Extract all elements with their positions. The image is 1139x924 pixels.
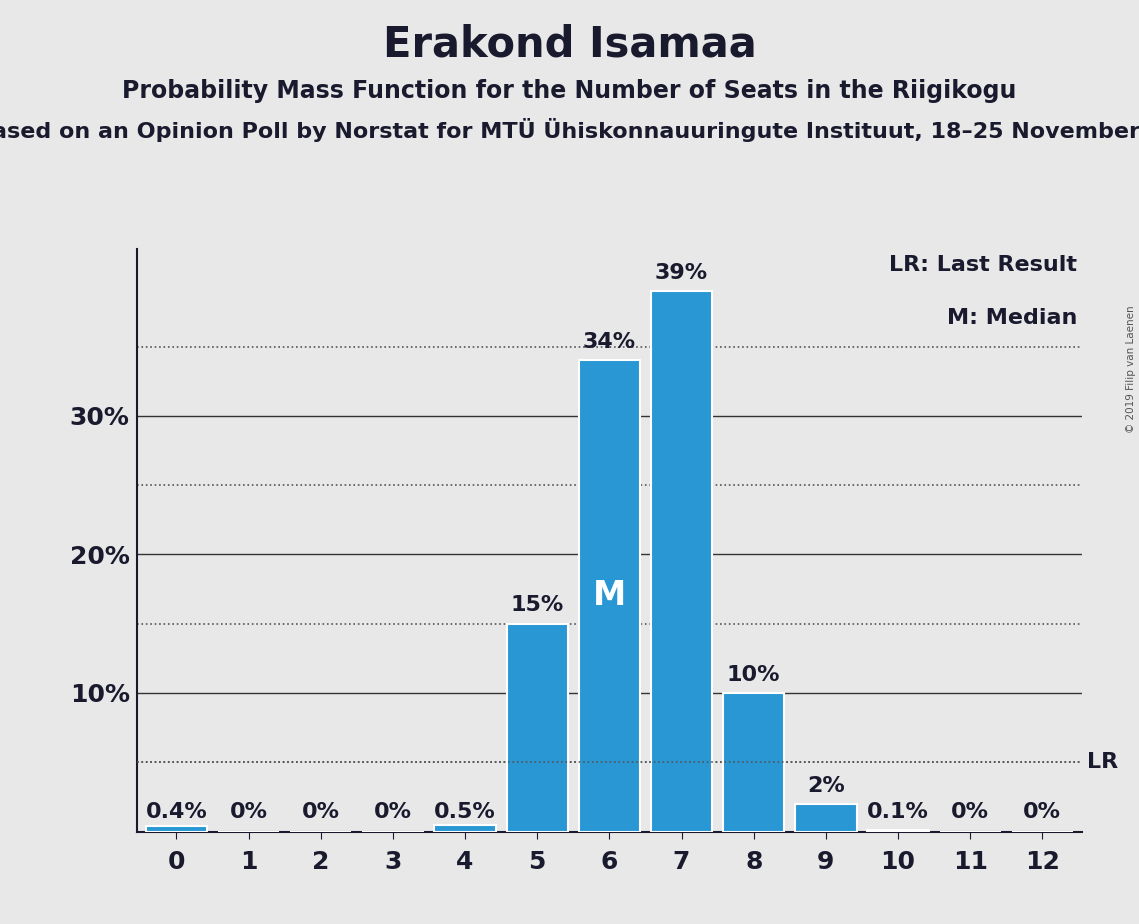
Text: © 2019 Filip van Laenen: © 2019 Filip van Laenen bbox=[1126, 306, 1136, 433]
Text: Erakond Isamaa: Erakond Isamaa bbox=[383, 23, 756, 65]
Bar bbox=[507, 624, 568, 832]
Bar bbox=[579, 360, 640, 832]
Text: 0%: 0% bbox=[1023, 802, 1062, 822]
Text: Based on an Opinion Poll by Norstat for MTÜ Ühiskonnauuringute Instituut, 18–25 : Based on an Opinion Poll by Norstat for … bbox=[0, 118, 1139, 142]
Bar bbox=[723, 693, 785, 832]
Text: 0.1%: 0.1% bbox=[867, 802, 929, 822]
Text: LR: LR bbox=[1087, 752, 1117, 772]
Text: 15%: 15% bbox=[510, 595, 564, 615]
Bar bbox=[434, 824, 495, 832]
Text: 0%: 0% bbox=[302, 802, 339, 822]
Bar bbox=[795, 804, 857, 832]
Text: M: M bbox=[592, 579, 626, 613]
Bar bbox=[146, 826, 207, 832]
Text: LR: Last Result: LR: Last Result bbox=[890, 255, 1077, 275]
Text: 0%: 0% bbox=[951, 802, 989, 822]
Bar bbox=[868, 830, 928, 832]
Text: Probability Mass Function for the Number of Seats in the Riigikogu: Probability Mass Function for the Number… bbox=[122, 79, 1017, 103]
Text: 39%: 39% bbox=[655, 262, 708, 283]
Text: 2%: 2% bbox=[808, 775, 845, 796]
Text: 0.5%: 0.5% bbox=[434, 802, 495, 822]
Text: 0%: 0% bbox=[374, 802, 412, 822]
Bar bbox=[650, 291, 712, 832]
Text: 34%: 34% bbox=[583, 332, 636, 352]
Text: 0%: 0% bbox=[230, 802, 268, 822]
Text: 0.4%: 0.4% bbox=[146, 802, 207, 822]
Text: M: Median: M: Median bbox=[947, 308, 1077, 328]
Text: 10%: 10% bbox=[727, 664, 780, 685]
